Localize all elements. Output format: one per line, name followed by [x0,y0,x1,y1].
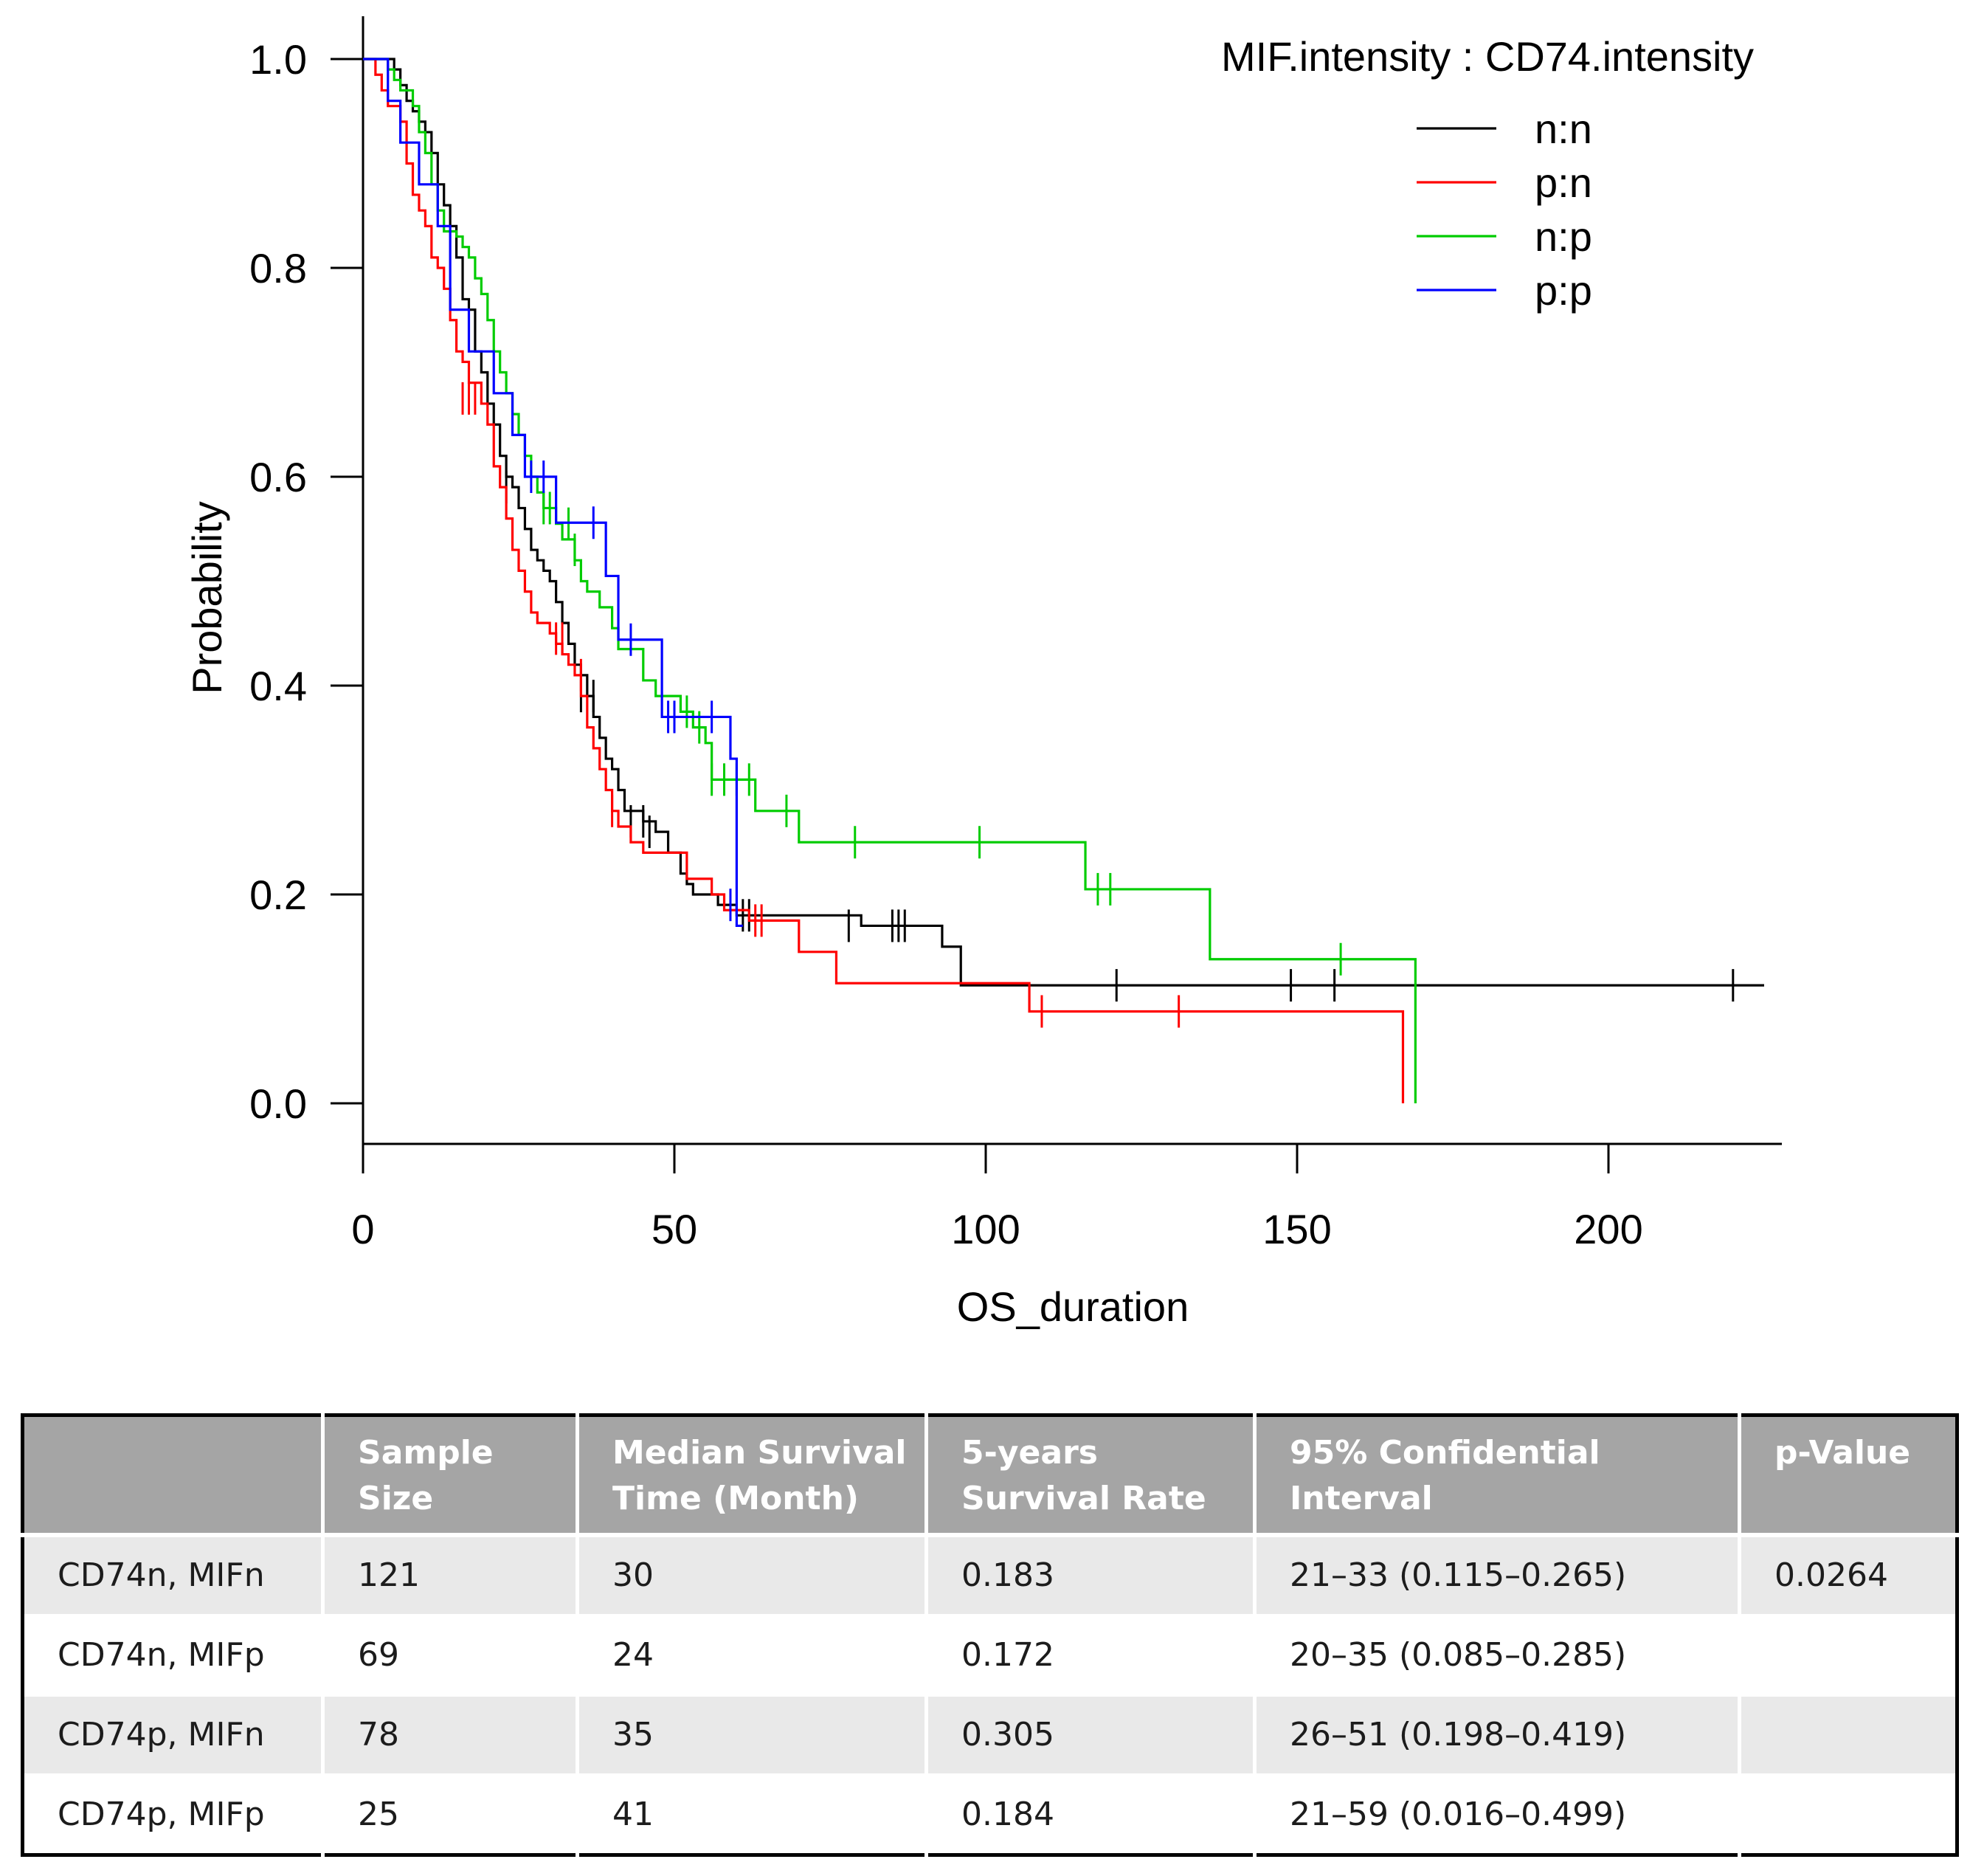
legend-label: n:p [1535,213,1592,260]
header-5yr-survival: 5-years Survival Rate [926,1415,1257,1537]
table-header-row: Sample Size Median Survival Time (Month)… [22,1415,1957,1537]
series-p-p [363,58,743,928]
legend-label: p:p [1535,267,1592,314]
x-tick-label: 0 [351,1206,374,1252]
y-tick-label: 0.2 [249,872,307,918]
axes: 0.0 0.2 0.4 0.6 0.8 1.0 0 50 100 150 200 [249,16,1782,1252]
header-group [22,1415,325,1537]
cell-p-value [1739,1694,1957,1776]
cell-confidence-interval: 21–59 (0.016–0.499) [1254,1774,1741,1856]
survival-line [363,58,743,928]
legend-label: p:n [1535,159,1592,206]
cell-median-survival: 30 [577,1534,928,1617]
y-tick-label: 0.8 [249,245,307,292]
x-tick-label: 200 [1574,1206,1642,1252]
survival-curves [363,58,1764,1103]
cell-p-value [1739,1774,1957,1856]
cell-group: CD74p, MIFp [22,1774,325,1856]
y-axis-label: Probability [184,501,230,694]
cell-5yr-survival: 0.305 [926,1694,1257,1776]
header-p-value: p-Value [1739,1415,1957,1537]
cell-median-survival: 24 [577,1615,928,1697]
cell-confidence-interval: 26–51 (0.198–0.419) [1254,1694,1741,1776]
cell-p-value [1739,1615,1957,1697]
x-tick-label: 150 [1262,1206,1331,1252]
series-p-n [363,58,1405,1103]
header-median-survival: Median Survival Time (Month) [577,1415,928,1537]
cell-median-survival: 41 [577,1774,928,1856]
cell-confidence-interval: 20–35 (0.085–0.285) [1254,1615,1741,1697]
cell-group: CD74n, MIFp [22,1615,325,1697]
survival-line [363,58,1405,1103]
cell-group: CD74p, MIFn [22,1694,325,1776]
cell-sample-size: 25 [322,1774,579,1856]
cell-sample-size: 78 [322,1694,579,1776]
cell-5yr-survival: 0.184 [926,1774,1257,1856]
cell-5yr-survival: 0.183 [926,1534,1257,1617]
x-axis-label: OS_duration [957,1283,1189,1330]
cell-5yr-survival: 0.172 [926,1615,1257,1697]
y-tick-label: 0.0 [249,1080,307,1127]
survival-line [363,58,1417,1103]
cell-sample-size: 69 [322,1615,579,1697]
y-tick-label: 0.6 [249,454,307,500]
cell-group: CD74n, MIFn [22,1534,325,1617]
cell-sample-size: 121 [322,1534,579,1617]
header-sample-size: Sample Size [322,1415,579,1537]
km-survival-chart: 0.0 0.2 0.4 0.6 0.8 1.0 0 50 100 150 200 MIF.inten… [184,16,1782,1330]
legend: MIF.intensity : CD74.intensity n:n p:n n:p… [1221,33,1754,314]
survival-stats-table: Sample Size Median Survival Time (Month)… [21,1413,1959,1857]
table-row: CD74p, MIFp 25 41 0.184 21–59 (0.016–0.4… [22,1774,1957,1856]
table-row: CD74n, MIFp 69 24 0.172 20–35 (0.085–0.2… [22,1615,1957,1697]
cell-p-value: 0.0264 [1739,1534,1957,1617]
y-tick-label: 1.0 [249,36,307,83]
header-confidence-interval: 95% Confidential Interval [1254,1415,1741,1537]
cell-confidence-interval: 21–33 (0.115–0.265) [1254,1534,1741,1617]
legend-label: n:n [1535,106,1592,152]
x-tick-label: 100 [951,1206,1020,1252]
x-tick-label: 50 [652,1206,697,1252]
table-row: CD74p, MIFn 78 35 0.305 26–51 (0.198–0.4… [22,1694,1957,1776]
table-row: CD74n, MIFn 121 30 0.183 21–33 (0.115–0.… [22,1534,1957,1617]
series-n-p [363,58,1417,1103]
cell-median-survival: 35 [577,1694,928,1776]
y-tick-label: 0.4 [249,663,307,709]
legend-title: MIF.intensity : CD74.intensity [1221,33,1754,80]
